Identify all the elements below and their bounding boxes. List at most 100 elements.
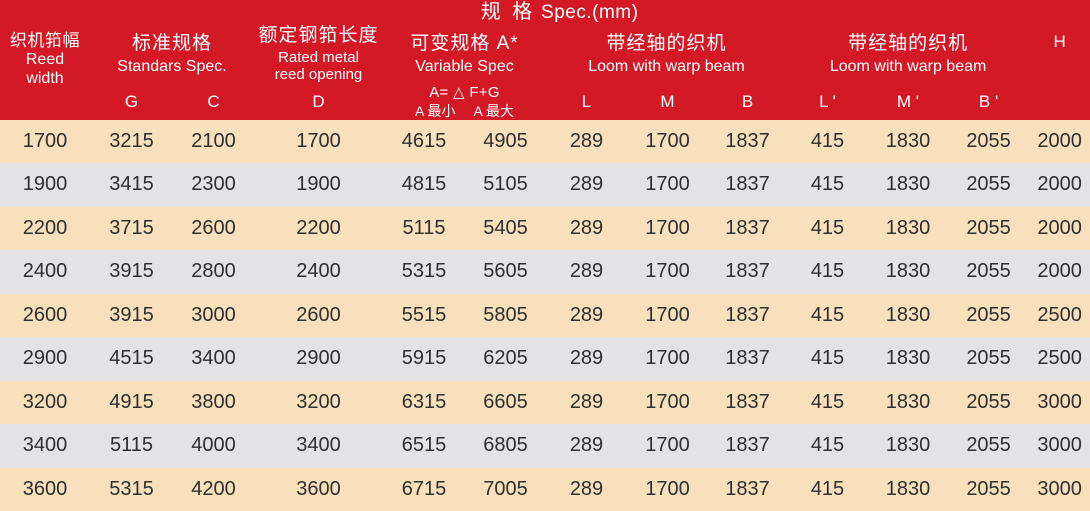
table-cell: 2000 bbox=[1029, 119, 1090, 164]
table-body: 1700 3215 2100 1700 4615 4905 289 1700 1837 415 18… bbox=[0, 119, 1090, 511]
header-group-variable-spec-en: Variable Spec bbox=[415, 57, 514, 75]
table-cell: 2500 bbox=[1029, 337, 1090, 381]
header-group-rated-reed-opening-en-line1: Rated metal bbox=[278, 48, 359, 66]
table-cell: 1830 bbox=[868, 293, 948, 338]
table-cell: 5605 bbox=[465, 250, 546, 294]
table-cell: 2055 bbox=[948, 337, 1030, 381]
table-cell: 1837 bbox=[708, 293, 787, 338]
table-cell: 415 bbox=[787, 380, 868, 425]
header-row-groups: 标准规格 Standars Spec. 额定钢筘长度 Rated metal r… bbox=[0, 24, 1090, 84]
header-reed-width-cn: 织机筘幅 bbox=[10, 30, 80, 50]
table-row: 3400 5115 4000 3400 6515 6805 289 1700 1837 415 18… bbox=[0, 424, 1090, 468]
table-row: 3600 5315 4200 3600 6715 7005 289 1700 1837 415 18… bbox=[0, 467, 1090, 511]
table-cell: 3915 bbox=[90, 293, 173, 338]
table-cell: 1700 bbox=[0, 119, 90, 164]
table-cell: 2600 bbox=[0, 293, 90, 338]
header-group-loom-warp-beam-1: 带经轴的织机 Loom with warp beam bbox=[546, 24, 787, 84]
table-cell: 1837 bbox=[708, 467, 787, 511]
table-cell: 3600 bbox=[254, 467, 383, 511]
table-cell: 5315 bbox=[90, 467, 173, 511]
table-cell: 3200 bbox=[0, 380, 90, 425]
table-cell: 1700 bbox=[627, 163, 708, 207]
header-symbol-m: M bbox=[627, 83, 708, 120]
header-group-variable-spec-cn: 可变规格 A* bbox=[410, 32, 519, 54]
header-reed-width: 织机筘幅 Reed width bbox=[0, 0, 90, 120]
table-cell: 1837 bbox=[708, 380, 787, 425]
table-cell: 2200 bbox=[0, 206, 90, 251]
table-cell: 5105 bbox=[465, 163, 546, 207]
table-cell: 5805 bbox=[465, 293, 546, 338]
table-cell: 2000 bbox=[1029, 163, 1090, 207]
table-cell: 2600 bbox=[173, 206, 254, 251]
table-cell: 5515 bbox=[383, 293, 465, 338]
header-group-rated-reed-opening-en-line2: reed opening bbox=[274, 66, 363, 84]
header-a-formula-text: A= △ F+G bbox=[429, 83, 500, 101]
table-cell: 415 bbox=[787, 163, 868, 207]
table-cell: 2000 bbox=[1029, 250, 1090, 294]
table-cell: 2055 bbox=[948, 293, 1030, 338]
table-cell: 289 bbox=[546, 250, 627, 294]
table-cell: 3600 bbox=[0, 467, 90, 511]
table-cell: 1837 bbox=[708, 250, 787, 294]
table-cell: 7005 bbox=[465, 467, 546, 511]
table-cell: 415 bbox=[787, 467, 868, 511]
table-cell: 1900 bbox=[0, 163, 90, 207]
header-symbol-h: H bbox=[1053, 31, 1066, 51]
table-cell: 2055 bbox=[948, 206, 1030, 251]
table-cell: 2300 bbox=[173, 163, 254, 207]
table-cell: 4615 bbox=[383, 119, 465, 164]
table-cell: 415 bbox=[787, 293, 868, 338]
header-group-loom-warp-beam-2-cn: 带经轴的织机 bbox=[848, 32, 969, 54]
table-cell: 1837 bbox=[708, 424, 787, 468]
header-group-loom-warp-beam-2: 带经轴的织机 Loom with warp beam bbox=[787, 24, 1030, 84]
header-group-standard-spec-en: Standars Spec. bbox=[117, 57, 227, 75]
table-cell: 3215 bbox=[90, 119, 173, 164]
table-cell: 3715 bbox=[90, 206, 173, 251]
header-a-min: A 最小 bbox=[415, 102, 456, 119]
table-cell: 6315 bbox=[383, 380, 465, 425]
table-cell: 3800 bbox=[173, 380, 254, 425]
table-cell: 1830 bbox=[868, 467, 948, 511]
table-cell: 415 bbox=[787, 250, 868, 294]
table-cell: 1830 bbox=[868, 380, 948, 425]
table-row: 2400 3915 2800 2400 5315 5605 289 1700 1837 415 18… bbox=[0, 250, 1090, 294]
table-cell: 289 bbox=[546, 163, 627, 207]
table-cell: 1900 bbox=[254, 163, 383, 207]
table-cell: 289 bbox=[546, 206, 627, 251]
header-symbol-h-spacer bbox=[1029, 83, 1090, 120]
header-reed-width-en-line2: width bbox=[26, 70, 64, 88]
header-symbol-b: B bbox=[708, 83, 787, 120]
table-row: 2600 3915 3000 2600 5515 5805 289 1700 1837 415 18… bbox=[0, 293, 1090, 338]
header-spec-title-cn: 规 格 bbox=[480, 1, 536, 23]
table-cell: 4515 bbox=[90, 337, 173, 381]
table-cell: 1837 bbox=[708, 119, 787, 164]
table-cell: 5915 bbox=[383, 337, 465, 381]
table-cell: 3200 bbox=[254, 380, 383, 425]
table-cell: 2000 bbox=[1029, 206, 1090, 251]
table-cell: 6805 bbox=[465, 424, 546, 468]
header-row-title: 织机筘幅 Reed width 规 格 Spec.(mm) H bbox=[0, 0, 1090, 120]
table-cell: 289 bbox=[546, 467, 627, 511]
table-header: 织机筘幅 Reed width 规 格 Spec.(mm) H 标准规格 Sta… bbox=[0, 0, 1090, 120]
table-cell: 6715 bbox=[383, 467, 465, 511]
header-spec-title: 规 格 Spec.(mm) bbox=[90, 0, 1030, 25]
table-cell: 3915 bbox=[90, 250, 173, 294]
table-cell: 1830 bbox=[868, 337, 948, 381]
header-group-standard-spec-cn: 标准规格 bbox=[131, 32, 212, 54]
table-cell: 415 bbox=[787, 206, 868, 251]
header-symbol-b-prime: B ' bbox=[948, 83, 1030, 120]
header-reed-width-en-line1: Reed bbox=[25, 51, 65, 69]
table-cell: 2055 bbox=[948, 380, 1030, 425]
table-cell: 1700 bbox=[627, 424, 708, 468]
table-cell: 3000 bbox=[173, 293, 254, 338]
header-symbol-a-formula: A= △ F+G A 最小 A 最大 bbox=[383, 83, 546, 120]
table-cell: 1837 bbox=[708, 163, 787, 207]
table-cell: 1700 bbox=[627, 206, 708, 251]
table-cell: 1700 bbox=[627, 293, 708, 338]
table-cell: 2500 bbox=[1029, 293, 1090, 338]
table-cell: 2055 bbox=[948, 119, 1030, 164]
table-row: 1900 3415 2300 1900 4815 5105 289 1700 1837 415 18… bbox=[0, 163, 1090, 207]
table-cell: 5115 bbox=[383, 206, 465, 251]
table-cell: 2900 bbox=[254, 337, 383, 381]
table-cell: 2400 bbox=[0, 250, 90, 294]
